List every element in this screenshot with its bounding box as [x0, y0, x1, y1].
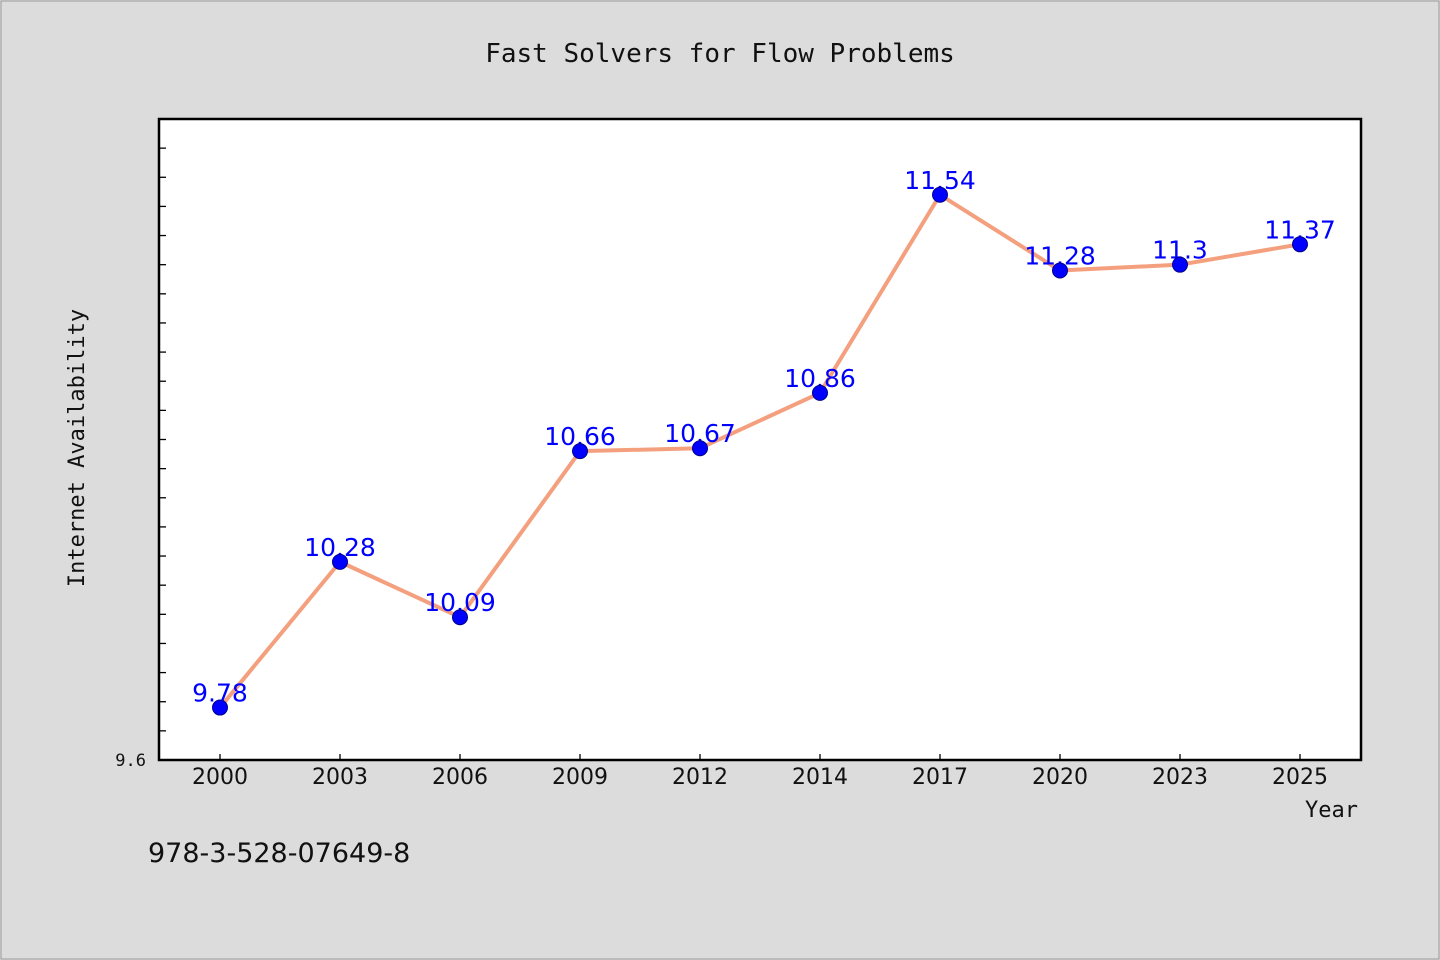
data-point-marker [212, 699, 228, 716]
plot-area [157, 117, 1363, 762]
x-tick-label: 2023 [1152, 765, 1208, 790]
x-axis-label: Year [1305, 798, 1358, 823]
x-tick-label: 2014 [792, 765, 848, 790]
x-tick-label: 2017 [912, 765, 968, 790]
data-point-marker [932, 186, 948, 203]
x-tick-label: 2003 [312, 765, 368, 790]
x-tick-label: 2000 [192, 765, 248, 790]
x-tick-label: 2006 [432, 765, 488, 790]
x-tick-labels: 2000 2003 2006 2009 2012 2014 2017 2020 2023 2025 [192, 765, 1328, 790]
footer-code: 978-3-528-07649-8 [148, 838, 410, 869]
y-minor-ticks [159, 147, 166, 732]
data-point-marker [1052, 262, 1068, 279]
data-markers [212, 186, 1308, 716]
x-tick-label: 2009 [552, 765, 608, 790]
x-ticks [219, 754, 1301, 760]
x-tick-label: 2020 [1032, 765, 1088, 790]
y-tick-label: 9.6 [115, 751, 146, 771]
data-point-marker [812, 384, 828, 401]
x-tick-label: 2012 [672, 765, 728, 790]
data-point-marker [1172, 256, 1188, 273]
x-tick-label: 2025 [1272, 765, 1328, 790]
data-point-marker [332, 553, 348, 570]
data-point-marker [452, 609, 468, 626]
data-point-marker [1292, 236, 1308, 253]
data-point-marker [692, 440, 708, 457]
series-line [218, 192, 1302, 710]
data-point-marker [572, 443, 588, 460]
chart-title: Fast Solvers for Flow Problems [485, 39, 955, 69]
y-axis-label: Internet Availability [65, 309, 90, 587]
